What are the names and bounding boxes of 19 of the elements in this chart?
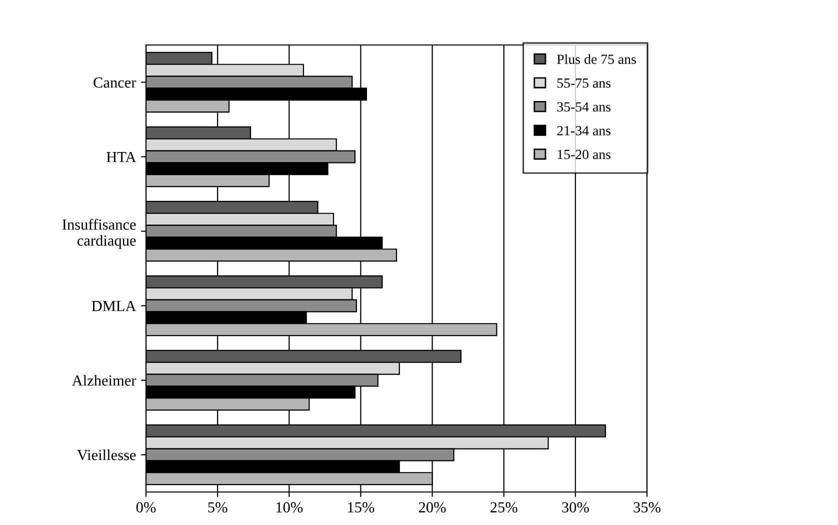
legend-label: Plus de 75 ans <box>556 54 636 64</box>
x-tick-label: 35% <box>634 502 660 513</box>
x-tick-label: 30% <box>562 502 589 513</box>
legend-label: 55-75 ans <box>557 78 610 88</box>
x-tick-label: 15% <box>348 502 374 513</box>
x-tick-label: 5% <box>208 502 228 513</box>
legend-label: 15-20 ans <box>558 150 610 160</box>
y-tick-label: Vieillesse <box>77 449 136 460</box>
y-tick-label: HTA <box>106 152 136 162</box>
y-tick-label: DMLA <box>92 300 136 312</box>
y-tick-label: Alzheimer <box>72 374 136 386</box>
x-tick-label: 25% <box>490 502 518 513</box>
x-tick-label: 10% <box>276 502 303 513</box>
y-tick-label: Cancer <box>94 77 136 88</box>
legend-label: 21-34 ans <box>557 126 610 136</box>
y-tick-label: Insuffisance cardiaque <box>62 218 136 249</box>
x-tick-label: 0% <box>136 502 156 513</box>
x-tick-label: 20% <box>418 502 446 513</box>
legend-label: 35-54 ans <box>557 102 610 112</box>
